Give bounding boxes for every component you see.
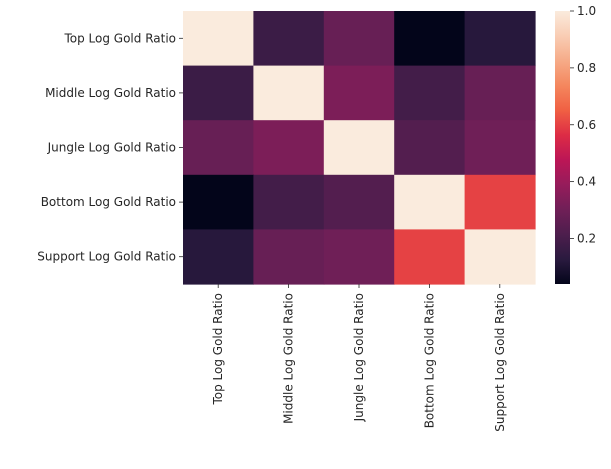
heatmap-cell [253, 11, 325, 67]
colorbar: 0.2 0.4 0.6 0.8 1.0 [555, 4, 596, 284]
y-tick-label: Bottom Log Gold Ratio [41, 195, 176, 209]
heatmap-cell [253, 174, 325, 230]
x-tick-label: Support Log Gold Ratio [493, 293, 507, 432]
y-tick-label: Top Log Gold Ratio [63, 31, 176, 45]
x-axis: Top Log Gold Ratio Middle Log Gold Ratio J… [211, 284, 507, 432]
heatmap-cell [323, 65, 395, 121]
colorbar-tick-label: 0.2 [577, 232, 596, 246]
heatmap-cell [394, 120, 466, 176]
x-tick-label: Jungle Log Gold Ratio [352, 293, 366, 422]
colorbar-tick-label: 0.4 [577, 175, 596, 189]
heatmap-cell [323, 120, 395, 176]
heatmap-cell [394, 65, 466, 121]
colorbar-tick-label: 1.0 [577, 4, 596, 18]
heatmap-cell [464, 229, 536, 285]
heatmap-cell [323, 229, 395, 285]
y-tick-label: Support Log Gold Ratio [37, 250, 176, 264]
heatmap-cell [183, 229, 254, 285]
heatmap-cell [323, 174, 395, 230]
heatmap-cell [183, 174, 254, 230]
y-tick-label: Middle Log Gold Ratio [45, 86, 176, 100]
heatmap-cell [183, 120, 254, 176]
heatmap-cell [464, 65, 536, 121]
heatmap-cell [464, 120, 536, 176]
heatmap-cell [253, 120, 325, 176]
heatmap-cells [183, 11, 536, 285]
x-tick-label: Bottom Log Gold Ratio [422, 293, 436, 428]
y-tick-label: Jungle Log Gold Ratio [47, 141, 176, 155]
heatmap-cell [464, 11, 536, 67]
heatmap-cell [394, 11, 466, 67]
heatmap-cell [464, 174, 536, 230]
x-tick-label: Top Log Gold Ratio [211, 293, 225, 406]
colorbar-tick-label: 0.6 [577, 118, 596, 132]
x-tick-label: Middle Log Gold Ratio [282, 293, 296, 424]
heatmap-cell [394, 174, 466, 230]
heatmap-cell [394, 229, 466, 285]
heatmap-cell [183, 65, 254, 121]
y-axis: Top Log Gold Ratio Middle Log Gold Ratio J… [37, 31, 183, 264]
colorbar-gradient [555, 11, 570, 284]
heatmap-cell [183, 11, 254, 67]
heatmap-cell [253, 65, 325, 121]
heatmap-cell [323, 11, 395, 67]
heatmap-cell [253, 229, 325, 285]
colorbar-tick-label: 0.8 [577, 61, 596, 75]
